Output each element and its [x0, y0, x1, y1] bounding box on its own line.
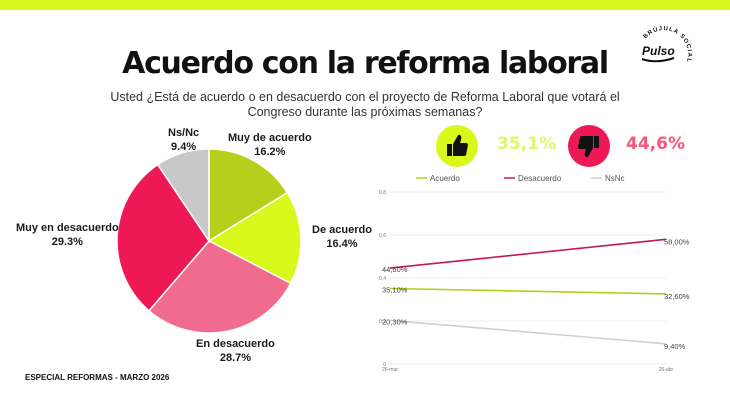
agree-kpi-circle	[436, 125, 478, 167]
page-title: Acuerdo con la reforma laboral	[122, 46, 609, 81]
data-label: 44,60%	[382, 265, 408, 274]
legend-label: Desacuerdo	[518, 174, 562, 183]
x-tick-label: 26-mar	[382, 367, 398, 373]
footer-caption: ESPECIAL REFORMAS - MARZO 2026	[25, 373, 170, 382]
data-label: 9,40%	[664, 342, 686, 351]
pie-label-muy-en-desacuerdo-name: Muy en desacuerdo	[16, 222, 119, 234]
series-line-desacuerdo	[389, 238, 667, 269]
pie-label-en-desacuerdo-value: 28.7%	[219, 352, 252, 364]
pie-label-muy-en-desacuerdo: Muy en desacuerdo 29.3%	[16, 221, 119, 249]
pie-label-muy-de-acuerdo-value: 16.2%	[254, 146, 286, 158]
data-label: 20,30%	[382, 317, 408, 326]
pie-label-en-desacuerdo: En desacuerdo 28.7%	[196, 337, 275, 365]
survey-question: Usted ¿Está de acuerdo o en desacuerdo c…	[110, 90, 620, 119]
pie-label-de-acuerdo-value: 16.4%	[326, 238, 358, 250]
top-accent-bar	[0, 0, 730, 10]
pie-label-ns-nc: Ns/Nc 9.4%	[168, 126, 199, 154]
disagree-kpi-circle	[568, 125, 610, 167]
pie-label-de-acuerdo: De acuerdo 16.4%	[312, 223, 372, 251]
series-line-acuerdo	[389, 287, 667, 295]
y-tick-label: 0,6	[379, 233, 386, 239]
agree-kpi-value: 35,1%	[497, 134, 556, 154]
logo-main-text: Pulso	[642, 44, 675, 58]
pie-label-muy-en-desacuerdo-value: 29.3%	[51, 236, 83, 248]
pie-slice-muy-en-desacuerdo	[116, 163, 210, 312]
data-label: 35,10%	[382, 286, 408, 295]
data-label: 32,60%	[664, 292, 690, 301]
x-tick-label: 26-abr	[659, 367, 674, 373]
line-chart: Acuerdo Desacuerdo NsNc 0 0,2 0,4 0,6 0,8 26-mar…	[379, 174, 690, 373]
pie-slice-en-desacuerdo	[147, 240, 292, 334]
pie-chart	[116, 148, 302, 334]
thumbs-up-icon	[447, 134, 468, 156]
pie-label-en-desacuerdo-name: En desacuerdo	[196, 338, 275, 350]
series-line-nsnc	[389, 319, 667, 345]
disagree-kpi-value: 44,6%	[626, 134, 685, 154]
y-tick-label: 0	[383, 362, 386, 368]
pie-slice-de-acuerdo	[207, 191, 302, 285]
data-label: 58,00%	[664, 237, 690, 246]
legend-label: Acuerdo	[430, 174, 460, 183]
pie-slice-muy-de-acuerdo	[208, 148, 289, 243]
y-tick-label: 0,4	[379, 276, 386, 282]
pie-label-ns-nc-name: Ns/Nc	[168, 127, 200, 139]
y-tick-label: 0,2	[379, 319, 386, 325]
pie-label-muy-de-acuerdo: Muy de acuerdo 16.2%	[228, 131, 312, 159]
y-tick-label: 0,8	[379, 190, 386, 196]
thumbs-down-icon	[578, 136, 599, 158]
pulso-logo: BRÚJULA SOCIAL Pulso	[641, 26, 691, 63]
legend-label: NsNc	[605, 174, 625, 183]
pie-label-ns-nc-value: 9.4%	[171, 141, 197, 153]
pie-slice-ns-nc	[156, 148, 210, 244]
pie-label-muy-de-acuerdo-name: Muy de acuerdo	[228, 132, 312, 144]
pie-label-de-acuerdo-name: De acuerdo	[312, 224, 372, 236]
